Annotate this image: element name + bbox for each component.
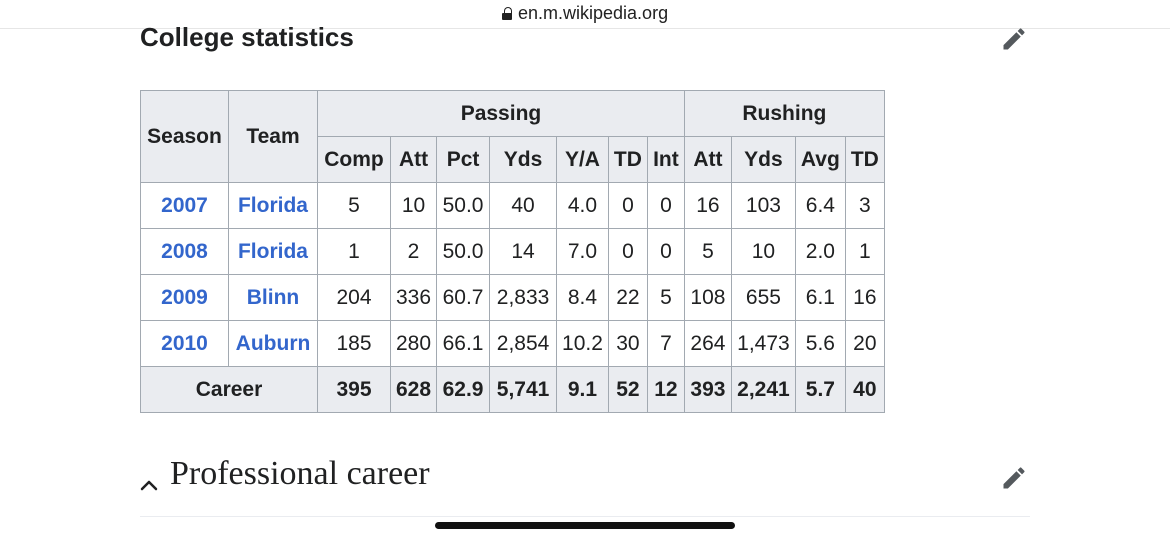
cell-pass-att: 10 (389, 182, 438, 229)
cell-ya: 7.0 (556, 228, 609, 275)
cell-comp: 5 (317, 182, 391, 229)
career-rush-td: 40 (844, 366, 885, 413)
cell-pass-td: 30 (607, 320, 648, 367)
cell-int: 0 (646, 228, 685, 275)
cell-int: 0 (646, 182, 685, 229)
career-label: Career (140, 366, 318, 413)
cell-rush-yds: 655 (730, 274, 796, 321)
team-link-auburn[interactable]: Auburn (235, 331, 311, 355)
table-row: 2007 Florida 5 10 50.0 40 4.0 0 0 16 103… (140, 182, 885, 229)
browser-url-bar[interactable]: en.m.wikipedia.org (0, 0, 1170, 29)
cell-rush-yds: 10 (730, 228, 796, 275)
cell-pass-td: 22 (607, 274, 648, 321)
sub-header-int: Int (646, 136, 685, 183)
cell-rush-td: 1 (844, 228, 885, 275)
cell-rush-td: 20 (844, 320, 885, 367)
section-divider (140, 516, 1030, 517)
cell-rush-yds: 1,473 (730, 320, 796, 367)
cell-avg: 6.1 (794, 274, 846, 321)
career-rush-att: 393 (683, 366, 732, 413)
cell-pass-td: 0 (607, 228, 648, 275)
team-link-florida[interactable]: Florida (237, 239, 308, 263)
cell-pct: 66.1 (436, 320, 491, 367)
cell-ya: 4.0 (556, 182, 609, 229)
header-team: Team (228, 90, 318, 183)
pencil-icon[interactable] (1000, 464, 1028, 492)
url-display[interactable]: en.m.wikipedia.org (502, 3, 668, 24)
cell-rush-att: 108 (683, 274, 732, 321)
cell-ya: 10.2 (556, 320, 609, 367)
season-link-2008[interactable]: 2008 (161, 239, 208, 263)
cell-rush-yds: 103 (730, 182, 796, 229)
season-link-2007[interactable]: 2007 (161, 193, 208, 217)
career-comp: 395 (317, 366, 391, 413)
team-link-florida[interactable]: Florida (237, 193, 308, 217)
header-passing: Passing (317, 90, 685, 137)
team-link-blinn[interactable]: Blinn (246, 285, 300, 309)
sub-header-comp: Comp (317, 136, 391, 183)
cell-pass-yds: 2,854 (489, 320, 558, 367)
cell-rush-att: 5 (683, 228, 732, 275)
career-pass-td: 52 (607, 366, 648, 413)
cell-comp: 1 (317, 228, 391, 275)
sub-header-rush-att: Att (683, 136, 732, 183)
home-indicator[interactable] (435, 522, 735, 529)
section-header-professional-career[interactable]: Professional career (140, 455, 430, 493)
sub-header-pct: Pct (436, 136, 491, 183)
career-int: 12 (646, 366, 685, 413)
career-pass-yds: 5,741 (489, 366, 558, 413)
table-row: 2010 Auburn 185 280 66.1 2,854 10.2 30 7… (140, 320, 885, 367)
cell-pct: 60.7 (436, 274, 491, 321)
cell-pct: 50.0 (436, 228, 491, 275)
header-season: Season (140, 90, 229, 183)
cell-int: 5 (646, 274, 685, 321)
sub-header-pass-att: Att (389, 136, 438, 183)
cell-pct: 50.0 (436, 182, 491, 229)
cell-avg: 2.0 (794, 228, 846, 275)
pencil-icon[interactable] (1000, 25, 1028, 53)
sub-header-rush-td: TD (844, 136, 885, 183)
cell-pass-att: 336 (389, 274, 438, 321)
season-link-2010[interactable]: 2010 (161, 331, 208, 355)
cell-rush-att: 264 (683, 320, 732, 367)
cell-pass-att: 2 (389, 228, 438, 275)
lock-icon (502, 7, 512, 20)
chevron-up-icon (140, 465, 158, 491)
cell-pass-att: 280 (389, 320, 438, 367)
sub-header-row: Comp Att Pct Yds Y/A TD Int Att Yds Avg … (141, 136, 885, 183)
sub-header-pass-td: TD (607, 136, 648, 183)
cell-avg: 6.4 (794, 182, 846, 229)
cell-pass-yds: 2,833 (489, 274, 558, 321)
sub-header-rush-yds: Yds (730, 136, 796, 183)
table-row: 2008 Florida 1 2 50.0 14 7.0 0 0 5 10 2.… (140, 228, 885, 275)
sub-header-pass-yds: Yds (489, 136, 558, 183)
career-pass-att: 628 (389, 366, 438, 413)
cell-pass-td: 0 (607, 182, 648, 229)
cell-pass-yds: 40 (489, 182, 558, 229)
cell-rush-td: 16 (844, 274, 885, 321)
career-pct: 62.9 (436, 366, 491, 413)
cell-rush-att: 16 (683, 182, 732, 229)
table-row: 2009 Blinn 204 336 60.7 2,833 8.4 22 5 1… (140, 274, 885, 321)
career-rush-yds: 2,241 (730, 366, 796, 413)
header-rushing: Rushing (683, 90, 885, 137)
cell-ya: 8.4 (556, 274, 609, 321)
cell-rush-td: 3 (844, 182, 885, 229)
cell-int: 7 (646, 320, 685, 367)
section-title-college-statistics: College statistics (140, 22, 354, 52)
career-totals-row: Career 395 628 62.9 5,741 9.1 52 12 393 … (140, 366, 885, 413)
career-ya: 9.1 (556, 366, 609, 413)
college-stats-table: Season Team Passing Rushing Comp Att Pct… (140, 90, 885, 413)
url-text: en.m.wikipedia.org (518, 3, 669, 23)
cell-comp: 185 (317, 320, 391, 367)
season-link-2009[interactable]: 2009 (161, 285, 208, 309)
sub-header-avg: Avg (794, 136, 846, 183)
section-title-professional-career: Professional career (170, 455, 430, 492)
sub-header-ya: Y/A (556, 136, 609, 183)
cell-comp: 204 (317, 274, 391, 321)
cell-avg: 5.6 (794, 320, 846, 367)
cell-pass-yds: 14 (489, 228, 558, 275)
career-avg: 5.7 (794, 366, 846, 413)
